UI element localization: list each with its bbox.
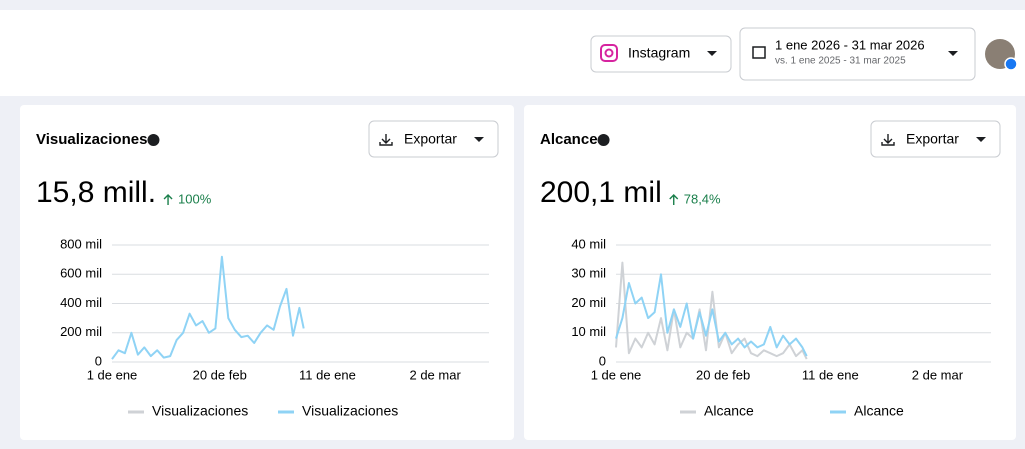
y-tick-label: 600 mil (60, 266, 102, 281)
info-icon (598, 134, 610, 146)
info-icon (147, 134, 159, 146)
x-tick-label: 11 de ene (299, 367, 356, 382)
screen: Instagram 1 ene 2026 - 31 mar 2026 vs. 1… (0, 0, 1025, 444)
change-value: 78,4% (684, 191, 721, 206)
legend-label[interactable]: Alcance (704, 403, 754, 419)
x-tick-label: 1 de ene (591, 367, 642, 382)
y-tick-label: 800 mil (60, 236, 102, 251)
legend-label[interactable]: Alcance (854, 403, 904, 419)
total-value: 15,8 mill. (36, 176, 156, 209)
y-tick-label: 0 (599, 353, 606, 368)
y-tick-label: 0 (95, 353, 102, 368)
y-tick-label: 30 mil (571, 266, 606, 281)
x-tick-label: 20 de feb (193, 367, 247, 382)
y-tick-label: 400 mil (60, 295, 102, 310)
total-value: 200,1 mil (540, 176, 662, 209)
legend-label[interactable]: Visualizaciones (152, 403, 248, 419)
date-select[interactable]: 1 ene 2026 - 31 mar 2026 vs. 1 ene 2025 … (740, 28, 975, 80)
x-tick-label: 1 de ene (87, 367, 138, 382)
y-tick-label: 20 mil (571, 295, 606, 310)
y-tick-label: 40 mil (571, 236, 606, 251)
facebook-badge (1005, 58, 1017, 70)
x-tick-label: 20 de feb (696, 367, 750, 382)
compare-range: vs. 1 ene 2025 - 31 mar 2025 (775, 56, 906, 67)
change-value: 100% (178, 191, 212, 206)
export-label: Exportar (404, 131, 457, 147)
platform-label: Instagram (628, 45, 690, 61)
y-tick-label: 200 mil (60, 324, 102, 339)
page: Instagram 1 ene 2026 - 31 mar 2026 vs. 1… (0, 0, 1025, 444)
date-range: 1 ene 2026 - 31 mar 2026 (775, 37, 925, 52)
card-title: Alcance (540, 131, 598, 148)
card-title: Visualizaciones (36, 131, 147, 148)
x-tick-label: 2 de mar (409, 367, 461, 382)
legend-label[interactable]: Visualizaciones (302, 403, 398, 419)
export-label: Exportar (906, 131, 959, 147)
y-tick-label: 10 mil (571, 324, 606, 339)
x-tick-label: 2 de mar (912, 367, 964, 382)
platform-select[interactable]: Instagram (591, 36, 731, 72)
x-tick-label: 11 de ene (802, 367, 859, 382)
